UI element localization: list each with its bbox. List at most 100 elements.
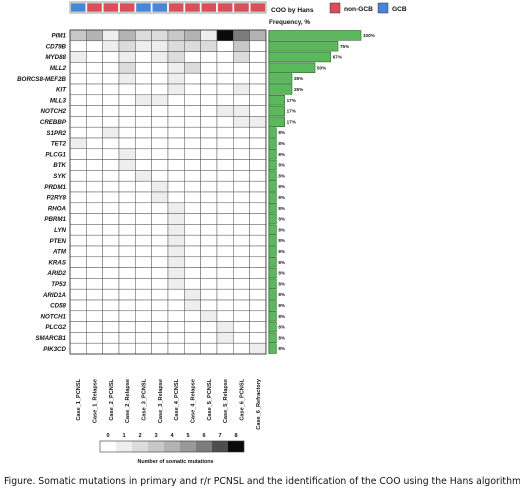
scale-tick-label: 7 bbox=[218, 433, 221, 439]
heatmap-cell bbox=[249, 224, 267, 236]
heatmap-cell bbox=[216, 148, 234, 160]
coo-cell bbox=[119, 2, 135, 13]
heatmap-cell bbox=[200, 191, 218, 204]
scale-tick-label: 1 bbox=[122, 433, 125, 439]
frequency-value-label: 8% bbox=[278, 292, 285, 297]
heatmap-cell bbox=[167, 137, 185, 150]
heatmap-cell bbox=[135, 94, 152, 106]
heatmap-cell bbox=[233, 310, 250, 322]
frequency-bar bbox=[268, 84, 293, 95]
heatmap-cell bbox=[233, 213, 250, 225]
heatmap-cell bbox=[151, 245, 169, 258]
scale-tick-label: 2 bbox=[138, 433, 141, 439]
heatmap-cell bbox=[102, 245, 120, 258]
frequency-value-label: 8% bbox=[278, 217, 285, 222]
heatmap-cell bbox=[135, 332, 152, 344]
heatmap-cell bbox=[118, 278, 136, 290]
heatmap-cell bbox=[118, 116, 136, 128]
heatmap-cell bbox=[216, 29, 234, 42]
gene-label: CREBBP bbox=[40, 119, 67, 126]
heatmap-cell bbox=[69, 126, 87, 139]
heatmap-cell bbox=[151, 62, 169, 74]
heatmap-cell bbox=[135, 105, 152, 117]
heatmap-cell bbox=[167, 342, 185, 355]
heatmap-cell bbox=[233, 202, 250, 214]
heatmap-cell bbox=[216, 83, 234, 96]
heatmap-cell bbox=[151, 170, 169, 182]
frequency-value-label: 8% bbox=[278, 130, 285, 135]
heatmap-cell bbox=[167, 180, 185, 193]
heatmap-cell bbox=[249, 116, 267, 128]
heatmap-cell bbox=[69, 72, 87, 85]
gene-label: PTEN bbox=[49, 238, 66, 245]
heatmap-cell bbox=[167, 213, 185, 225]
heatmap-cell bbox=[233, 234, 250, 247]
heatmap-cell bbox=[69, 51, 87, 63]
heatmap-cell bbox=[69, 94, 87, 106]
heatmap-cell bbox=[249, 321, 267, 333]
frequency-bars: 100% 75% 67% 50% 25% 25% 17% 17% 17% 8% 8% 8% 8% 8% 8%… bbox=[268, 30, 375, 354]
heatmap-cell bbox=[184, 191, 201, 204]
heatmap-cell bbox=[69, 116, 87, 128]
gene-label: PLCG1 bbox=[45, 151, 66, 158]
heatmap-cell bbox=[69, 180, 87, 193]
heatmap-cell bbox=[167, 29, 185, 42]
heatmap-cell bbox=[118, 299, 136, 312]
heatmap-cell bbox=[167, 332, 185, 344]
heatmap-cell bbox=[102, 94, 120, 106]
scale-swatch bbox=[148, 441, 164, 452]
heatmap-cell bbox=[184, 116, 201, 128]
heatmap-cell bbox=[233, 224, 250, 236]
heatmap-cell bbox=[200, 62, 218, 74]
scale-swatch bbox=[164, 441, 180, 452]
heatmap-cell bbox=[216, 137, 234, 150]
heatmap-cell bbox=[69, 40, 87, 52]
heatmap-cell bbox=[200, 170, 218, 182]
frequency-bar bbox=[268, 192, 277, 203]
case-label: Case_5_PCNSL bbox=[207, 378, 213, 420]
heatmap-cell bbox=[86, 94, 103, 106]
heatmap-cell bbox=[102, 29, 120, 42]
frequency-value-label: 67% bbox=[333, 55, 342, 60]
case-label: Case_3_PCNSL bbox=[141, 378, 147, 420]
heatmap-cell bbox=[135, 62, 152, 74]
case-label: Case_6_PCNSL bbox=[239, 378, 245, 420]
heatmap-cell bbox=[249, 332, 267, 344]
heatmap-cell bbox=[216, 342, 234, 355]
heatmap-cell bbox=[118, 51, 136, 63]
case-label: Case_3_Relapse bbox=[158, 379, 164, 423]
scale-tick-label: 5 bbox=[186, 433, 189, 439]
heatmap-cell bbox=[200, 83, 218, 96]
heatmap-cell bbox=[86, 332, 103, 344]
heatmap-cell bbox=[86, 267, 103, 279]
heatmap-cell bbox=[118, 72, 136, 85]
heatmap-cell bbox=[135, 278, 152, 290]
heatmap-cell bbox=[151, 321, 169, 333]
heatmap-cell bbox=[184, 105, 201, 117]
heatmap-cell bbox=[249, 245, 267, 258]
heatmap-cell bbox=[167, 148, 185, 160]
heatmap-cell bbox=[151, 29, 169, 42]
frequency-bar bbox=[268, 300, 277, 311]
heatmap-cell bbox=[151, 40, 169, 52]
heatmap-cell bbox=[118, 288, 136, 301]
frequency-value-label: 8% bbox=[278, 281, 285, 286]
gene-label: PIK3CD bbox=[43, 346, 66, 353]
heatmap-cell bbox=[69, 159, 87, 171]
heatmap-cell bbox=[184, 72, 201, 85]
heatmap-cell bbox=[118, 245, 136, 258]
heatmap-cell bbox=[233, 245, 250, 258]
heatmap-cell bbox=[184, 159, 201, 171]
heatmap-cell bbox=[151, 126, 169, 139]
heatmap-cell bbox=[118, 332, 136, 344]
heatmap-cell bbox=[233, 51, 250, 63]
heatmap-cell bbox=[184, 170, 201, 182]
heatmap-cell bbox=[135, 159, 152, 171]
frequency-value-label: 8% bbox=[278, 195, 285, 200]
frequency-bar bbox=[268, 203, 277, 214]
frequency-value-label: 100% bbox=[363, 33, 375, 38]
heatmap-cell bbox=[167, 126, 185, 139]
heatmap-cell bbox=[151, 278, 169, 290]
heatmap-cell bbox=[200, 40, 218, 52]
heatmap-cell bbox=[249, 191, 267, 204]
